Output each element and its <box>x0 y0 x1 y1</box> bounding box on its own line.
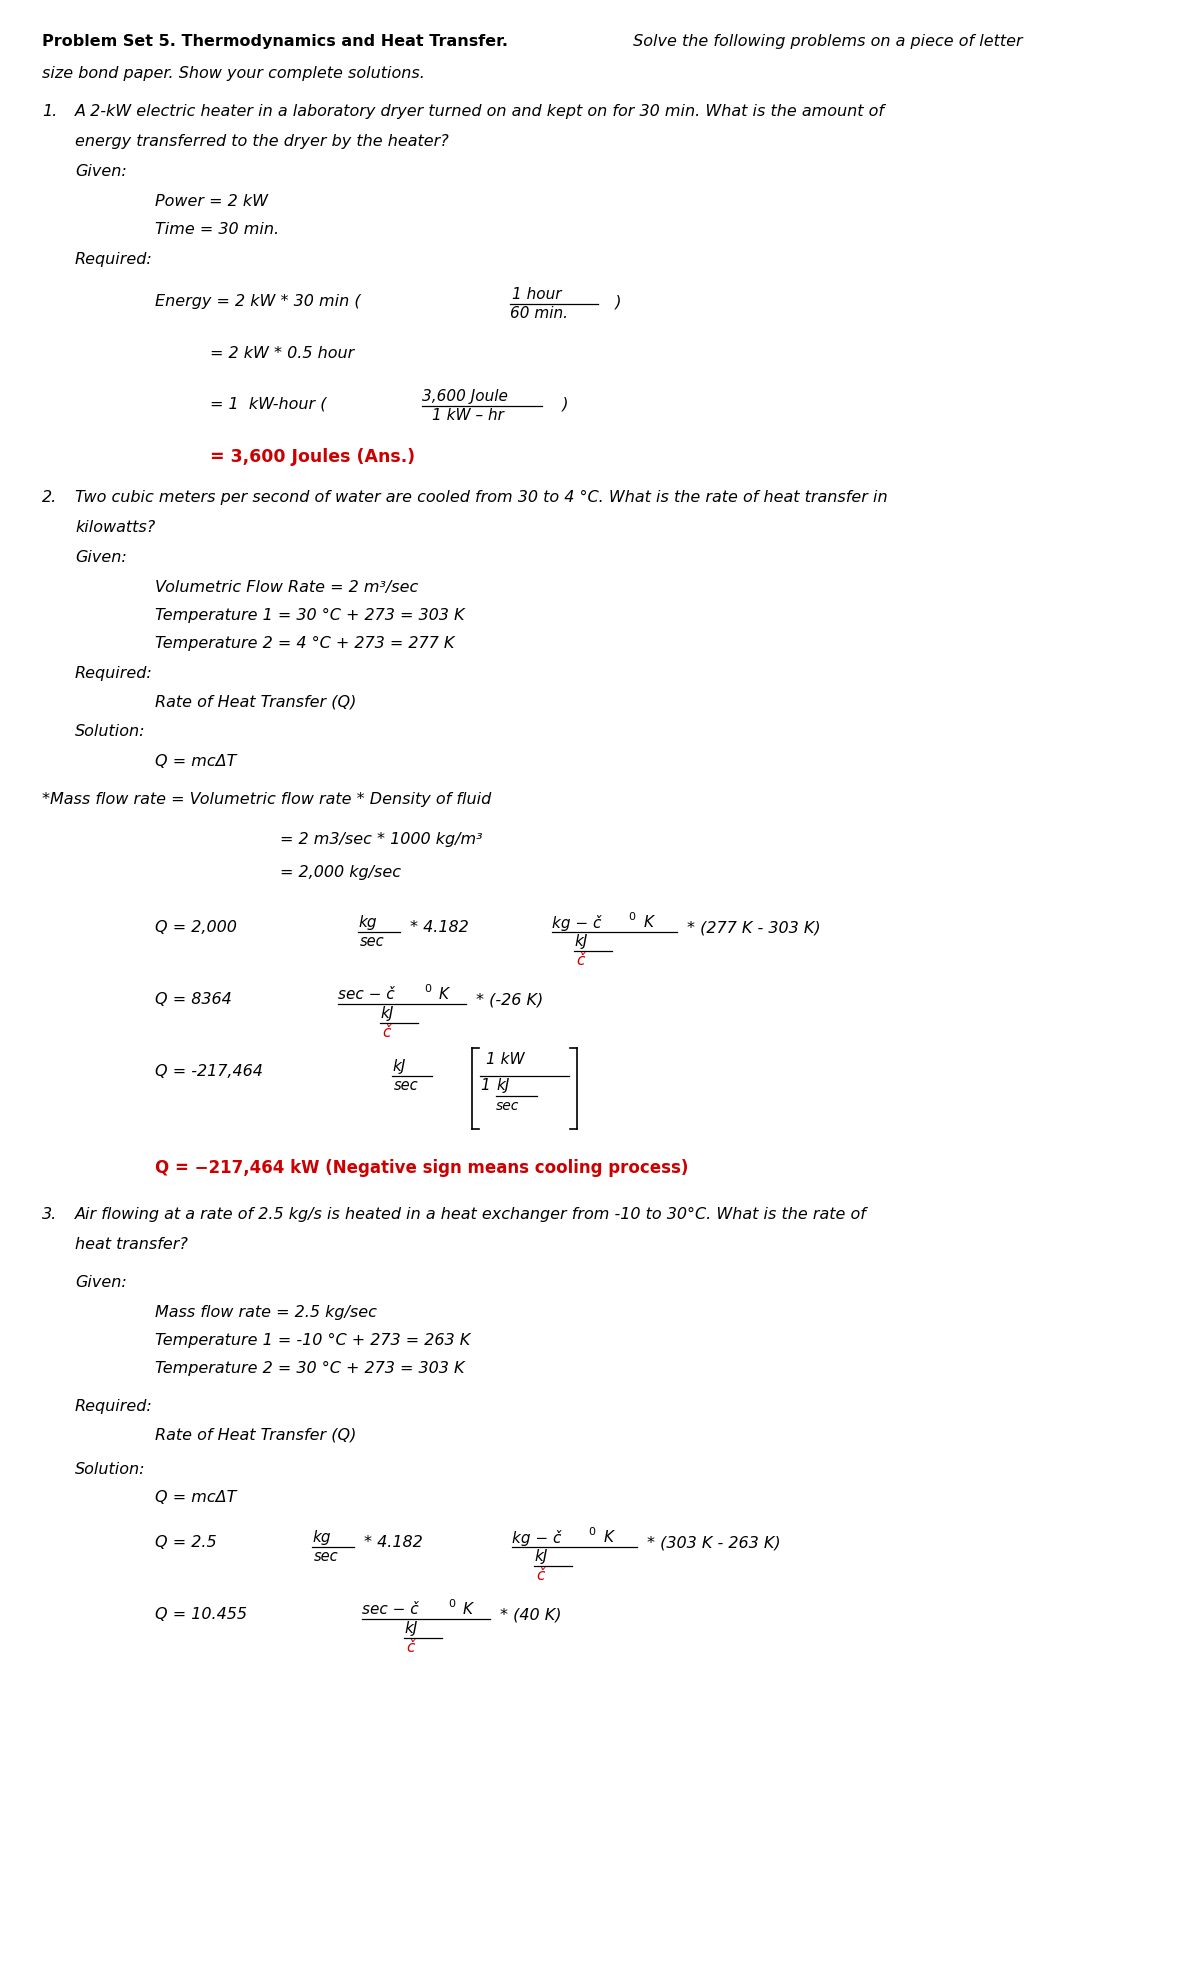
Text: č: č <box>406 1640 414 1656</box>
Text: * (277 K - 303 K): * (277 K - 303 K) <box>686 921 821 935</box>
Text: Mass flow rate = 2.5 kg/sec: Mass flow rate = 2.5 kg/sec <box>155 1304 377 1320</box>
Text: 3.: 3. <box>42 1207 58 1221</box>
Text: = 2,000 kg/sec: = 2,000 kg/sec <box>280 865 401 879</box>
Text: Required:: Required: <box>74 666 152 682</box>
Text: * (-26 K): * (-26 K) <box>476 992 544 1008</box>
Text: Volumetric Flow Rate = 2 m³/sec: Volumetric Flow Rate = 2 m³/sec <box>155 581 419 595</box>
Text: č: č <box>576 952 584 968</box>
Text: kg: kg <box>358 915 377 931</box>
Text: * (303 K - 263 K): * (303 K - 263 K) <box>647 1535 781 1549</box>
Text: kJ: kJ <box>404 1620 418 1636</box>
Text: * (40 K): * (40 K) <box>500 1606 562 1622</box>
Text: Q = -217,464: Q = -217,464 <box>155 1063 263 1079</box>
Text: kJ: kJ <box>574 935 587 948</box>
Text: 1 kW: 1 kW <box>486 1051 524 1067</box>
Text: Rate of Heat Transfer (Q): Rate of Heat Transfer (Q) <box>155 1427 356 1442</box>
Text: sec − č: sec − č <box>362 1603 419 1616</box>
Text: sec: sec <box>496 1099 520 1112</box>
Text: 2.: 2. <box>42 490 58 506</box>
Text: 1.: 1. <box>42 105 58 119</box>
Text: Two cubic meters per second of water are cooled from 30 to 4 °C. What is the rat: Two cubic meters per second of water are… <box>74 490 888 506</box>
Text: Temperature 2 = 30 °C + 273 = 303 K: Temperature 2 = 30 °C + 273 = 303 K <box>155 1361 464 1375</box>
Text: K: K <box>463 1603 473 1616</box>
Text: ): ) <box>552 395 569 411</box>
Text: Given:: Given: <box>74 549 127 565</box>
Text: Q = 2.5: Q = 2.5 <box>155 1535 217 1549</box>
Text: Required:: Required: <box>74 253 152 267</box>
Text: č: č <box>382 1026 390 1039</box>
Text: sec: sec <box>314 1549 338 1563</box>
Text: Q = 8364: Q = 8364 <box>155 992 232 1008</box>
Text: kg: kg <box>312 1529 330 1545</box>
Text: kJ: kJ <box>496 1079 509 1093</box>
Text: = 3,600 Joules (Ans.): = 3,600 Joules (Ans.) <box>210 449 415 466</box>
Text: Temperature 2 = 4 °C + 273 = 277 K: Temperature 2 = 4 °C + 273 = 277 K <box>155 636 455 650</box>
Text: Temperature 1 = 30 °C + 273 = 303 K: Temperature 1 = 30 °C + 273 = 303 K <box>155 609 464 622</box>
Text: Solution:: Solution: <box>74 723 145 739</box>
Text: Q = −217,464 kW (Negative sign means cooling process): Q = −217,464 kW (Negative sign means coo… <box>155 1160 689 1178</box>
Text: 3,600 Joule: 3,600 Joule <box>422 389 508 403</box>
Text: Q = mcΔT: Q = mcΔT <box>155 1490 236 1506</box>
Text: 60 min.: 60 min. <box>510 306 568 320</box>
Text: kg − č: kg − č <box>512 1529 562 1545</box>
Text: Power = 2 kW: Power = 2 kW <box>155 194 268 209</box>
Text: 1: 1 <box>480 1079 490 1093</box>
Text: K: K <box>604 1529 614 1545</box>
Text: kJ: kJ <box>534 1549 547 1563</box>
Text: energy transferred to the dryer by the heater?: energy transferred to the dryer by the h… <box>74 134 449 148</box>
Text: Solve the following problems on a piece of letter: Solve the following problems on a piece … <box>628 34 1022 49</box>
Text: 0: 0 <box>448 1599 455 1608</box>
Text: 1 kW – hr: 1 kW – hr <box>432 407 504 423</box>
Text: Q = 2,000: Q = 2,000 <box>155 921 236 935</box>
Text: sec: sec <box>360 935 385 948</box>
Text: Rate of Heat Transfer (Q): Rate of Heat Transfer (Q) <box>155 694 356 709</box>
Text: Energy = 2 kW * 30 min (: Energy = 2 kW * 30 min ( <box>155 294 361 308</box>
Text: č: č <box>536 1569 545 1583</box>
Text: K: K <box>644 915 654 931</box>
Text: Q = mcΔT: Q = mcΔT <box>155 755 236 769</box>
Text: Required:: Required: <box>74 1399 152 1415</box>
Text: Temperature 1 = -10 °C + 273 = 263 K: Temperature 1 = -10 °C + 273 = 263 K <box>155 1334 470 1348</box>
Text: * 4.182: * 4.182 <box>364 1535 422 1549</box>
Text: Problem Set 5. Thermodynamics and Heat Transfer.: Problem Set 5. Thermodynamics and Heat T… <box>42 34 508 49</box>
Text: heat transfer?: heat transfer? <box>74 1237 188 1253</box>
Text: 1 hour: 1 hour <box>512 287 562 302</box>
Text: kJ: kJ <box>380 1006 394 1022</box>
Text: Time = 30 min.: Time = 30 min. <box>155 221 280 237</box>
Text: size bond paper. Show your complete solutions.: size bond paper. Show your complete solu… <box>42 65 425 81</box>
Text: Given:: Given: <box>74 164 127 180</box>
Text: sec: sec <box>394 1079 419 1093</box>
Text: kg − č: kg − č <box>552 915 601 931</box>
Text: = 2 m3/sec * 1000 kg/m³: = 2 m3/sec * 1000 kg/m³ <box>280 832 482 848</box>
Text: K: K <box>439 986 449 1002</box>
Text: 0: 0 <box>424 984 431 994</box>
Text: kJ: kJ <box>392 1059 406 1075</box>
Text: A 2-kW electric heater in a laboratory dryer turned on and kept on for 30 min. W: A 2-kW electric heater in a laboratory d… <box>74 105 886 119</box>
Text: * 4.182: * 4.182 <box>410 921 469 935</box>
Text: = 1  kW-hour (: = 1 kW-hour ( <box>210 395 326 411</box>
Text: sec − č: sec − č <box>338 986 395 1002</box>
Text: *Mass flow rate = Volumetric flow rate * Density of fluid: *Mass flow rate = Volumetric flow rate *… <box>42 792 491 806</box>
Text: 0: 0 <box>628 913 635 923</box>
Text: Q = 10.455: Q = 10.455 <box>155 1606 247 1622</box>
Text: Air flowing at a rate of 2.5 kg/s is heated in a heat exchanger from -10 to 30°C: Air flowing at a rate of 2.5 kg/s is hea… <box>74 1207 866 1221</box>
Text: ): ) <box>605 294 622 308</box>
Text: Solution:: Solution: <box>74 1462 145 1476</box>
Text: = 2 kW * 0.5 hour: = 2 kW * 0.5 hour <box>210 346 354 362</box>
Text: Given:: Given: <box>74 1275 127 1290</box>
Text: 0: 0 <box>588 1527 595 1537</box>
Text: kilowatts?: kilowatts? <box>74 520 155 535</box>
